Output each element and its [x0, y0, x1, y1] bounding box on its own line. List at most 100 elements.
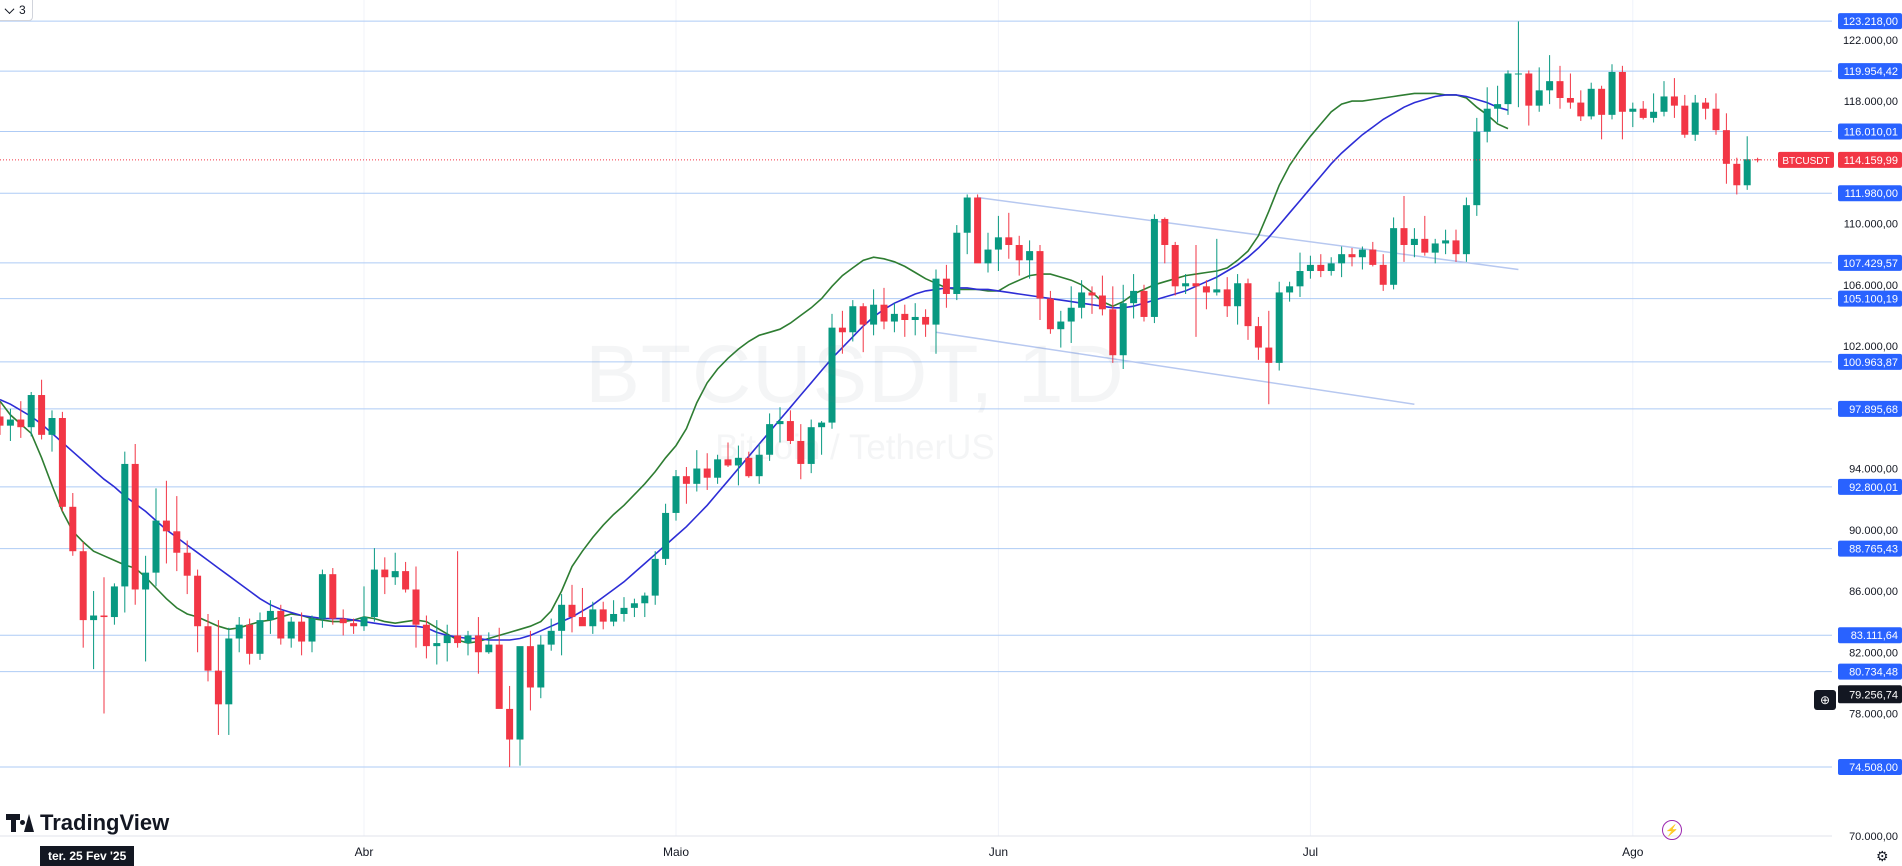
y-tick-label: 122.000,00 [1843, 35, 1898, 47]
candle-body [870, 304, 878, 325]
settings-icon[interactable]: ⚙ [1876, 848, 1889, 864]
candle-body [807, 427, 815, 464]
candle-body [1057, 321, 1065, 330]
candle-body [1244, 283, 1252, 327]
candle-body [308, 618, 316, 642]
candle-body [464, 635, 472, 644]
level-label-bg [1838, 185, 1902, 202]
trendline [935, 331, 1415, 405]
candle-body [880, 304, 888, 322]
candle-body [1348, 254, 1356, 258]
candle-body [1566, 97, 1574, 103]
level-label-bg [1838, 13, 1902, 30]
candle-body [755, 454, 763, 477]
candle-body [1275, 292, 1283, 363]
candle-body [662, 512, 670, 559]
candle-body [641, 595, 649, 604]
candle-body [1691, 102, 1699, 135]
symbol-tag-label: BTCUSDT [1782, 156, 1829, 167]
level-label-bg [1838, 254, 1902, 271]
candle-body [100, 615, 108, 618]
candle-body [1317, 264, 1325, 272]
add-alert-icon[interactable]: ⊕ [1814, 690, 1836, 710]
level-label: 107.429,57 [1843, 258, 1898, 270]
candle-body [911, 316, 919, 321]
symbol-tag-bg [1778, 151, 1834, 168]
candle-body [1421, 238, 1429, 253]
candle-body [1213, 289, 1221, 293]
level-label-bg [1838, 123, 1902, 140]
candle-body [339, 618, 347, 624]
candle-body [1161, 218, 1169, 245]
candle-body [828, 327, 836, 423]
candle-body [152, 520, 160, 573]
level-label: 80.734,48 [1849, 667, 1898, 679]
candle-body [1182, 283, 1190, 287]
y-tick-label: 86.000,00 [1849, 586, 1898, 598]
candle-body [1192, 283, 1200, 287]
candle-body [1712, 108, 1720, 131]
level-label-bg [1838, 627, 1902, 644]
moving-average-line [0, 92, 1509, 644]
lightning-icon[interactable]: ⚡ [1662, 820, 1682, 840]
candle-body [994, 237, 1002, 250]
candle-body [630, 603, 638, 608]
level-label: 88.765,43 [1849, 544, 1898, 556]
candle-body [298, 621, 306, 642]
collapse-indicators-button[interactable]: 3 [0, 0, 33, 21]
candle-body [1327, 263, 1335, 272]
candle-body [1005, 237, 1013, 245]
candle-body [1234, 283, 1242, 307]
candle-body [537, 644, 545, 688]
candle-body [589, 609, 597, 627]
candle-body [495, 644, 503, 709]
candle-body [693, 468, 701, 484]
candle-body [1629, 108, 1637, 112]
brand-name: TradingView [40, 810, 170, 835]
level-label-bg [1838, 663, 1902, 680]
candle-body [1338, 254, 1346, 264]
candle-body [329, 574, 337, 619]
candle-body [1670, 96, 1678, 106]
candle-body [110, 586, 118, 618]
candle-body [516, 646, 524, 740]
candle-body [433, 643, 441, 647]
candle-body [1546, 81, 1554, 91]
candle-body [173, 531, 181, 553]
level-label: 116.010,01 [1844, 127, 1898, 139]
candle-body [734, 457, 742, 466]
candle-body [58, 418, 66, 507]
candle-body [1639, 108, 1647, 118]
chevron-down-icon [4, 3, 15, 14]
candle-body [745, 457, 753, 477]
candle-body [1514, 73, 1522, 75]
moving-average-line [0, 94, 1509, 641]
tradingview-logo[interactable]: TradingView [6, 810, 169, 836]
candle-body [963, 197, 971, 233]
candle-body [1483, 108, 1491, 132]
candle-body [1109, 309, 1117, 356]
candle-body [79, 551, 87, 621]
candle-body [1598, 88, 1606, 115]
level-label-bg [1838, 290, 1902, 307]
candle-body [69, 506, 77, 552]
candle-body [402, 571, 410, 590]
candle-body [370, 569, 378, 618]
candle-body [214, 670, 222, 705]
candle-body [1171, 244, 1179, 287]
candle-body [1140, 290, 1148, 317]
level-label: 105.100,19 [1843, 294, 1898, 306]
candle-body [1400, 228, 1408, 245]
candle-body [412, 589, 420, 625]
candle-body [672, 476, 680, 513]
candle-body [1390, 228, 1398, 285]
candle-body [922, 316, 930, 325]
candle-body [1743, 159, 1751, 186]
candle-body [1202, 286, 1210, 293]
candle-body [1608, 71, 1616, 115]
candle-body [1462, 205, 1470, 255]
candle-body [1036, 251, 1044, 299]
candle-body [724, 459, 732, 466]
candle-body [984, 249, 992, 264]
